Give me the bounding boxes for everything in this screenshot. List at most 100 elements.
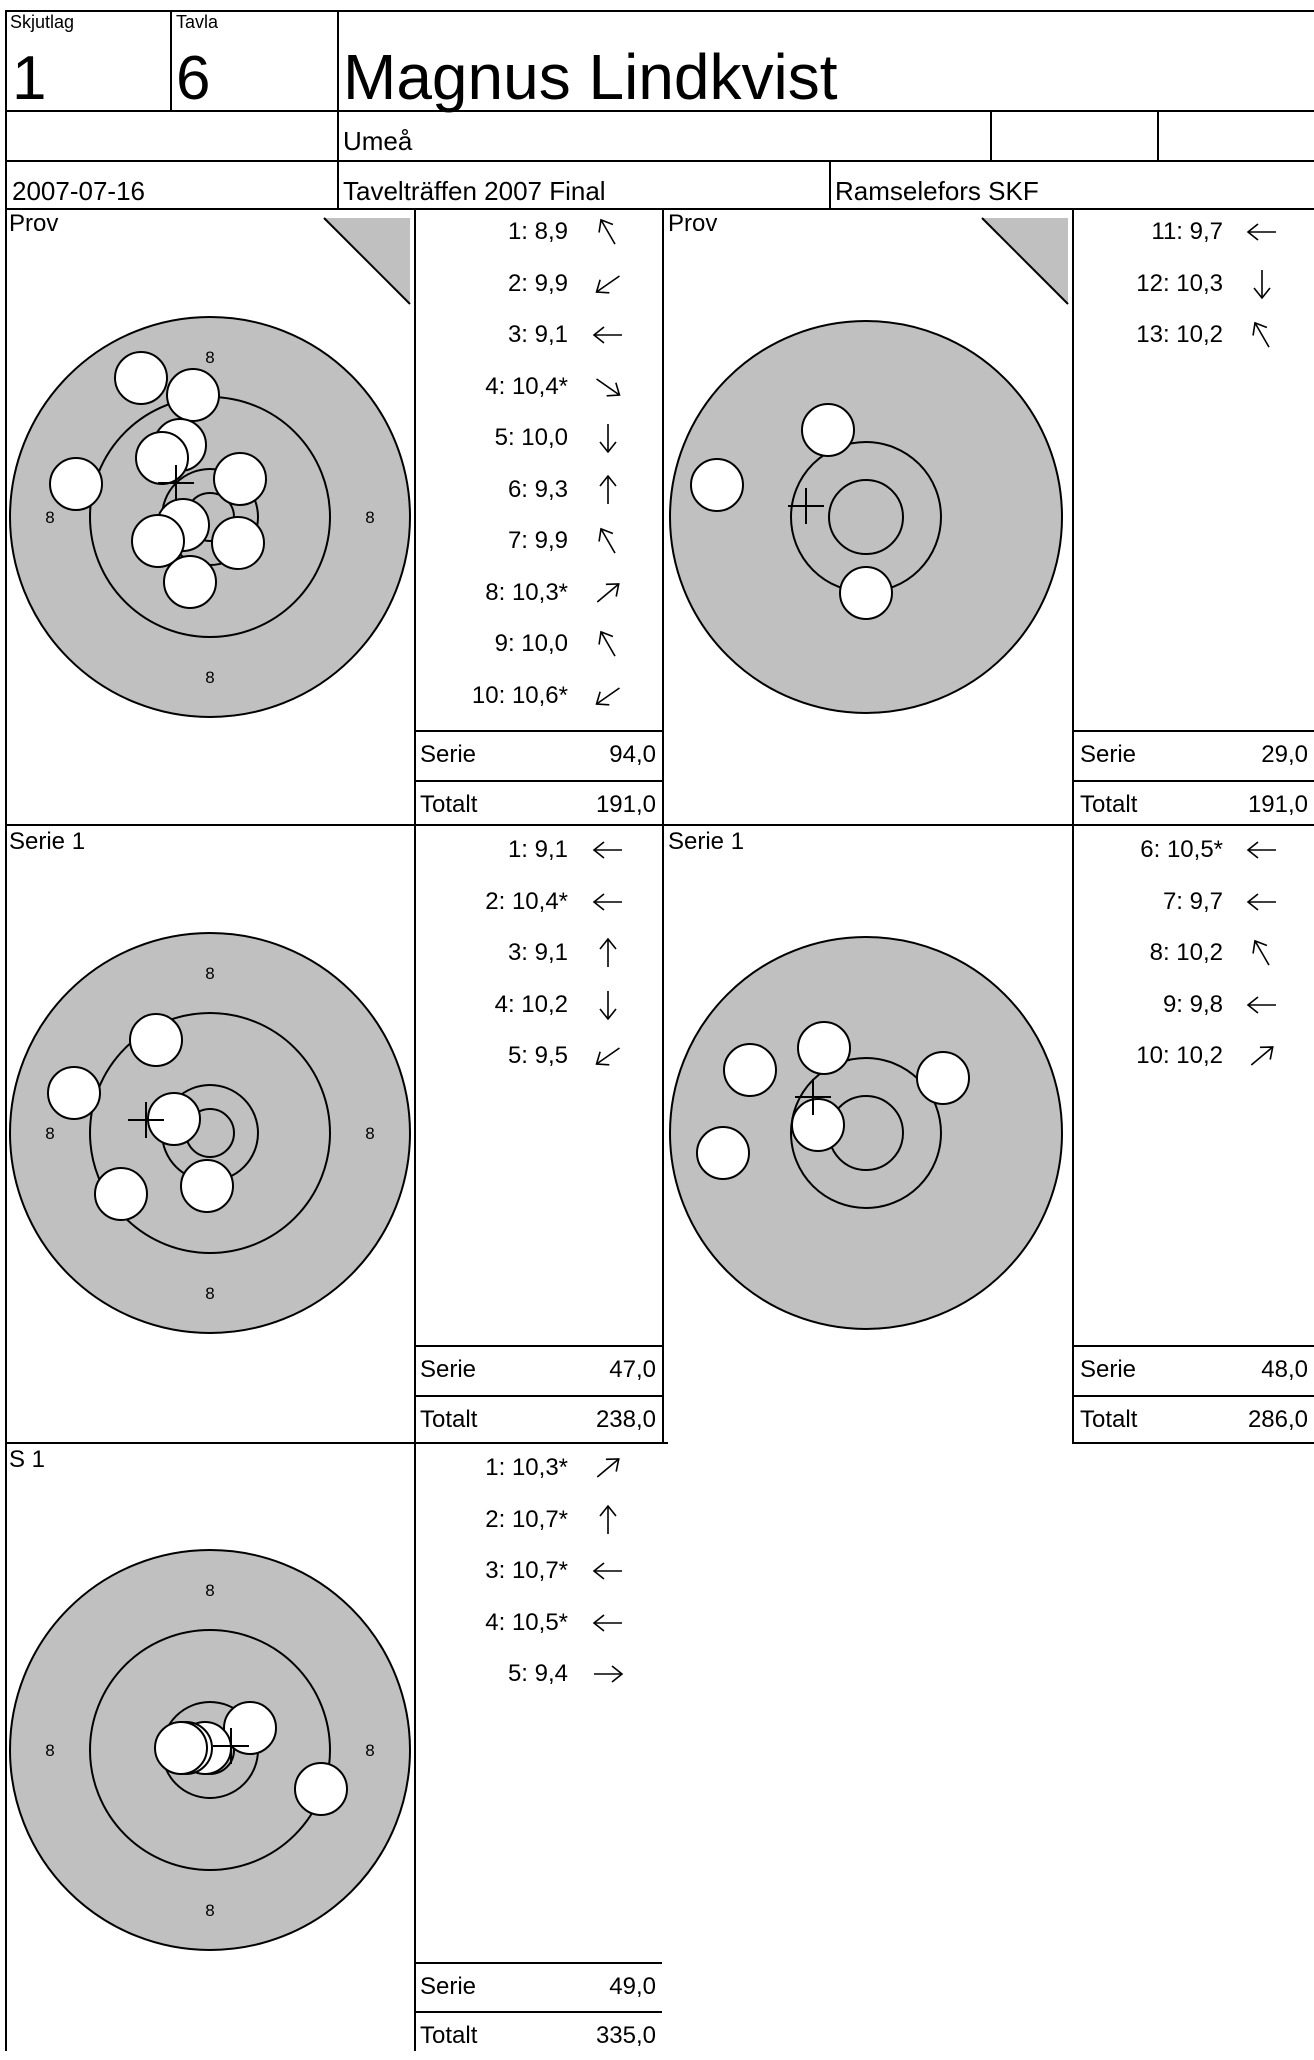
shot-score: 2: 10,7* (485, 1505, 568, 1533)
shot-score: 7: 9,7 (1162, 887, 1223, 915)
date: 2007-07-16 (12, 176, 145, 206)
arrow-down-left-icon (595, 274, 620, 294)
shot-score: 6: 9,3 (507, 475, 568, 503)
panel-title: Prov (9, 210, 59, 237)
arrow-up-left-icon (598, 218, 616, 245)
target-graphic: 8 8 8 8 (9, 1549, 411, 1951)
shot-score: 4: 10,4* (485, 372, 568, 400)
arrow-down-left-icon (595, 686, 620, 706)
shot-score: 5: 9,4 (507, 1660, 568, 1687)
ring-number-label: 8 (205, 1901, 214, 1920)
shot-score: 9: 9,8 (1162, 990, 1223, 1018)
serie-value: 48,0 (1261, 1356, 1308, 1383)
target-outer-ring (9, 932, 411, 1334)
shot-score: 5: 9,5 (507, 1042, 568, 1069)
shot-hole (223, 1701, 277, 1755)
target-outer-ring (669, 320, 1063, 714)
arrow-down-icon (599, 424, 617, 454)
serie-value: 49,0 (609, 1973, 656, 2000)
shot-hole (690, 458, 744, 512)
panel-title: Serie 1 (9, 828, 86, 855)
ring-number-label: 8 (45, 508, 54, 527)
arrow-up-icon (599, 1504, 617, 1534)
totalt-value: 191,0 (595, 791, 656, 818)
ring-number-label: 8 (365, 1741, 374, 1760)
club-name: Ramselefors SKF (835, 176, 1039, 206)
shot-score: 1: 9,1 (507, 836, 568, 863)
ring-number-label: 8 (205, 348, 214, 367)
shot-hole (801, 403, 855, 457)
skjutlag-label: Skjutlag (10, 12, 75, 32)
shooter-city: Umeå (343, 126, 413, 156)
shot-score: 2: 10,4* (485, 887, 568, 915)
arrow-up-left-icon (598, 527, 616, 554)
arrow-right-icon (594, 1665, 624, 1683)
shot-score: 1: 8,9 (507, 218, 568, 245)
arrow-up-icon (599, 474, 617, 504)
arrow-left-icon (592, 892, 622, 911)
serie-label: Serie (1080, 1356, 1137, 1383)
shot-score: 3: 10,7* (485, 1557, 568, 1584)
shot-hole (163, 555, 217, 609)
shot-hole (114, 351, 168, 405)
totalt-value: 335,0 (595, 2022, 656, 2049)
shot-hole (94, 1167, 148, 1221)
shot-score: 3: 9,1 (507, 939, 568, 966)
shot-hole (166, 368, 220, 422)
shot-score: 13: 10,2 (1136, 321, 1223, 348)
arrow-up-left-icon (1252, 321, 1270, 348)
ring-number-label: 8 (205, 1581, 214, 1600)
panel-title: Prov (668, 210, 718, 237)
shot-score: 9: 10,0 (494, 630, 568, 657)
panel-title: S 1 (9, 1446, 46, 1473)
target-graphic (669, 936, 1063, 1330)
ring-number-label: 8 (45, 1741, 54, 1760)
arrow-left-icon (1246, 841, 1276, 859)
arrow-up-right-icon (596, 1458, 620, 1478)
target-ring (828, 479, 904, 555)
totalt-label: Totalt (1080, 791, 1138, 818)
totalt-value: 238,0 (595, 1406, 656, 1433)
arrow-up-right-icon (1250, 1046, 1274, 1066)
shot-hole (135, 431, 189, 485)
arrow-down-icon (1253, 269, 1271, 299)
shot-hole (791, 1098, 845, 1152)
totalt-label: Totalt (420, 791, 478, 818)
shot-hole (211, 516, 265, 570)
totalt-value: 191,0 (1247, 791, 1308, 818)
arrow-left-icon (1246, 892, 1276, 911)
serie-value: 47,0 (609, 1356, 656, 1383)
ring-number-label: 8 (205, 1284, 214, 1303)
shot-score: 10: 10,2 (1136, 1042, 1223, 1069)
target-ring (89, 1012, 331, 1254)
shot-hole (47, 1066, 101, 1120)
shot-score: 3: 9,1 (507, 321, 568, 348)
shot-score: 5: 10,0 (494, 424, 568, 451)
arrow-left-icon (592, 841, 622, 859)
arrow-up-left-icon (1252, 939, 1270, 966)
target-outer-ring (9, 316, 411, 718)
totalt-label: Totalt (420, 1406, 478, 1433)
shot-score: 4: 10,2 (494, 990, 568, 1018)
serie-value: 29,0 (1261, 741, 1308, 768)
shot-score: 10: 10,6* (471, 681, 568, 709)
target-ring (790, 1057, 942, 1209)
ring-number-label: 8 (365, 508, 374, 527)
serie-value: 94,0 (609, 741, 656, 768)
shot-score: 8: 10,3* (485, 578, 568, 606)
skjutlag-value: 1 (12, 44, 47, 113)
shot-hole (154, 1721, 208, 1775)
target-graphic: 8 8 8 8 (9, 932, 411, 1334)
shot-hole (839, 566, 893, 620)
arrow-left-icon (592, 1562, 622, 1580)
shooter-name: Magnus Lindkvist (343, 41, 838, 113)
ring-number-label: 8 (45, 1124, 54, 1143)
serie-label: Serie (420, 1973, 477, 2000)
panel-title: Serie 1 (668, 828, 745, 855)
target-outer-ring (669, 936, 1063, 1330)
shot-hole (797, 1021, 851, 1075)
competition-name: Tavelträffen 2007 Final (343, 176, 606, 206)
shot-score: 6: 10,5* (1140, 836, 1223, 863)
serie-label: Serie (420, 741, 477, 768)
shot-hole (49, 457, 103, 511)
